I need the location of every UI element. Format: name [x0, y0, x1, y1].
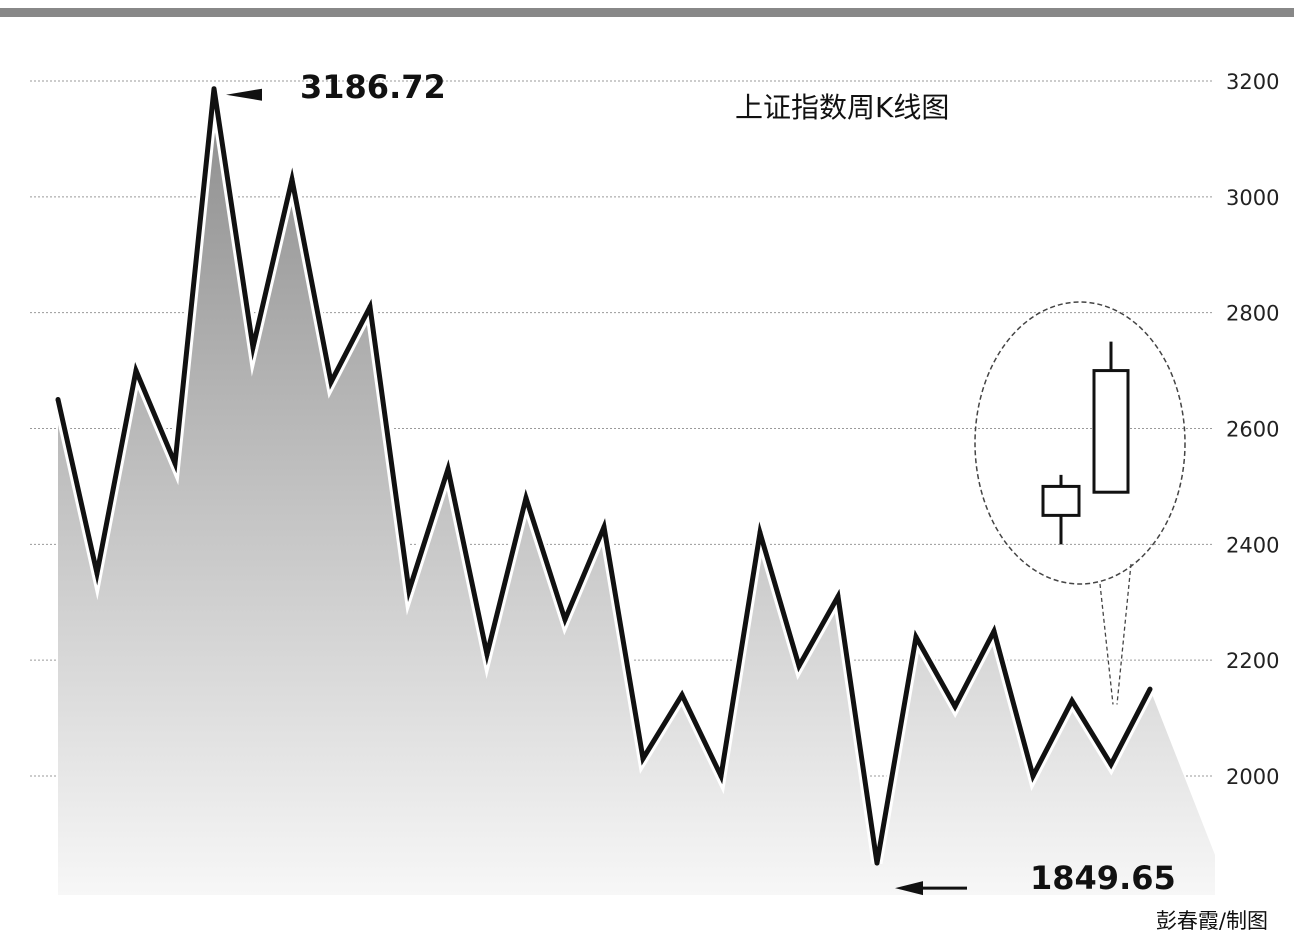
- annotation-high-label: 3186.72: [300, 68, 446, 106]
- data-point: [1030, 773, 1036, 779]
- data-point: [1147, 686, 1153, 692]
- inset-candles: [1041, 341, 1130, 545]
- data-point: [1069, 698, 1075, 704]
- data-point: [640, 756, 646, 762]
- candlestick-inset: [974, 301, 1186, 705]
- y-tick-label: 2800: [1226, 302, 1279, 326]
- annotation-low: 1849.65: [895, 859, 1176, 897]
- chart-title: 上证指数周K线图: [735, 91, 949, 124]
- data-point: [601, 524, 607, 530]
- data-point: [328, 379, 334, 385]
- annotation-high-arrow: [226, 88, 262, 101]
- inset-connector: [1099, 583, 1114, 705]
- data-point: [133, 368, 139, 374]
- data-point: [250, 344, 256, 350]
- data-point: [679, 692, 685, 698]
- y-tick-label: 3000: [1226, 186, 1279, 210]
- inset-circle: [974, 301, 1186, 585]
- data-point: [94, 570, 100, 576]
- series-points: [55, 86, 1153, 866]
- data-point: [1108, 761, 1114, 767]
- data-point: [796, 663, 802, 669]
- data-point: [913, 634, 919, 640]
- data-point: [718, 773, 724, 779]
- y-tick-label: 2400: [1226, 533, 1279, 557]
- data-point: [172, 460, 178, 466]
- y-axis: 2000 2200 2400 2600 2800 3000 3200: [1226, 70, 1279, 789]
- data-point: [991, 628, 997, 634]
- credit: 彭春霞/制图: [1156, 909, 1268, 933]
- inset-connector: [1116, 563, 1132, 705]
- annotation-high: 3186.72: [226, 68, 446, 106]
- data-point: [757, 530, 763, 536]
- y-tick-label: 2200: [1226, 649, 1279, 673]
- y-tick-label: 2600: [1226, 418, 1279, 442]
- annotation-low-arrow: [895, 881, 923, 896]
- data-point: [406, 588, 412, 594]
- data-point: [289, 176, 295, 182]
- candle-body: [1092, 369, 1130, 494]
- data-point: [874, 860, 880, 866]
- data-point: [211, 86, 217, 92]
- candle-body: [1041, 484, 1081, 517]
- data-point: [445, 466, 451, 472]
- annotation-low-label: 1849.65: [1030, 859, 1176, 897]
- data-point: [562, 617, 568, 623]
- data-point: [55, 397, 61, 403]
- top-bar: [0, 8, 1294, 17]
- data-point: [835, 593, 841, 599]
- y-tick-label: 3200: [1226, 70, 1279, 94]
- data-point: [523, 495, 529, 501]
- area-fill: [58, 88, 1215, 895]
- data-point: [952, 704, 958, 709]
- y-tick-label: 2000: [1226, 765, 1279, 789]
- data-point: [484, 651, 490, 657]
- data-point: [367, 304, 373, 310]
